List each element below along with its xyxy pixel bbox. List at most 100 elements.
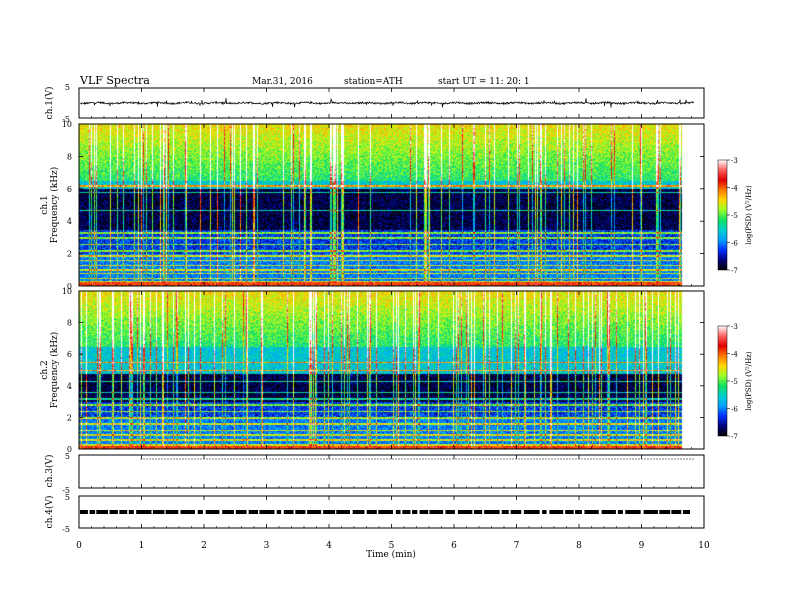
colorbar-1: -3 -4 -5 -6 -7 log(PSD) (V²/Hz) [717,157,753,275]
ch4-segment [152,510,165,514]
ch4-segment [323,510,336,514]
ch4-segment [549,510,564,514]
figure-title: VLF Spectra [79,74,150,87]
time-tick-label: 0 [76,541,82,551]
ch4-segment [565,510,574,514]
colorbar-2: -3 -4 -5 -6 -7 log(PSD) (V²/Hz) [717,323,753,441]
ch4-segment [473,510,483,514]
ch2-spectrogram-image [79,291,694,449]
ch1-spectrogram-channel-label: ch.1 [40,195,50,214]
ch4-segment [307,510,322,514]
ch4-segment [484,510,500,514]
ch4-segment [510,510,522,514]
ch1-ylabel: ch.1(V) [44,87,55,120]
ch4-segment [96,510,109,514]
ch3-ytick-bottom: -5 [62,486,70,495]
time-tick-label: 3 [264,541,270,551]
ch4-segment [119,510,128,514]
ch1-panel: 5 -5 ch.1(V) [44,83,705,124]
ch4-segment [429,510,444,514]
colorbar-tick-label: -7 [731,433,738,441]
ch4-trace [80,510,690,514]
ch1-waveform [79,97,695,108]
colorbar-1-gradient [717,159,728,271]
ch4-segment [109,510,118,514]
ch3-frame [78,454,705,489]
colorbar-tick-label: -3 [731,157,738,165]
ch4-segment [659,510,671,514]
colorbar-2-label: log(PSD) (V²/Hz) [745,351,753,410]
time-tick-label: 9 [639,541,645,551]
colorbar-tick-label: -6 [731,240,738,248]
time-tick-label: 7 [514,541,520,551]
ch2-frequency-axis-label: Frequency (kHz) [49,332,60,409]
ch1-spectrogram-panel: 0 2 4 6 8 10 ch.1 Frequency (kHz) [40,120,705,291]
freq-tick-label: 0 [67,445,72,454]
ch4-segment [180,510,195,514]
ch4-segment [89,510,96,514]
ch4-segment [523,510,540,514]
ch4-segment [197,510,203,514]
station-label: station=ATH [344,77,403,87]
ch4-ytick-top: 5 [65,493,70,502]
ch1-ytick-bottom: -5 [62,115,70,124]
ch4-segment [575,510,582,514]
ch4-segment [445,510,455,514]
time-tick-label: 6 [451,541,457,551]
ch4-segment [165,510,179,514]
time-tick-label: 4 [326,541,332,551]
freq-tick-label: 8 [67,152,72,161]
ch4-segment [412,510,418,514]
ch1-frequency-axis-label: Frequency (kHz) [49,167,60,244]
ch4-segment [617,510,623,514]
ch4-segment [80,510,88,514]
freq-tick-label: 6 [67,185,72,194]
ch4-segment [352,510,365,514]
ch1-spectrogram-image [79,124,694,286]
freq-tick-label: 10 [62,120,72,129]
ch2-spectrogram-panel: 0 2 4 6 8 10 ch.2 Frequency (kHz) [40,287,705,454]
ch4-segment [336,510,350,514]
ch4-segment [682,510,690,514]
ch4-segment [419,510,429,514]
time-tick-label: 5 [389,541,395,551]
time-tick-label: 10 [698,541,710,551]
ch4-segment [671,510,682,514]
ch4-segment [276,510,282,514]
colorbar-tick-label: -5 [731,378,738,386]
ch4-segment [542,510,547,514]
freq-tick-label: 2 [67,250,72,259]
ch1-ytick-top: 5 [65,83,70,92]
ch4-segment [295,510,306,514]
ch4-segment [136,510,152,514]
ch3-ylabel: ch.3(V) [44,455,55,488]
ch4-segment [643,510,658,514]
ch4-segment [395,510,401,514]
time-axis-tick-labels: 0 1 2 3 4 5 6 7 8 9 10 [76,541,710,551]
colorbar-tick-label: -3 [731,323,738,331]
freq-tick-label: 10 [62,287,72,296]
colorbar-tick-label: -4 [731,185,738,193]
colorbar-tick-label: -5 [731,212,738,220]
freq-tick-label: 0 [67,282,72,291]
ch4-segment [366,510,377,514]
freq-tick-label: 8 [67,319,72,328]
colorbar-tick-label: -6 [731,406,738,414]
ch4-segment [584,510,599,514]
freq-tick-label: 2 [67,413,72,422]
ch3-ytick-top: 5 [65,452,70,461]
start-time-label: start UT = 11: 20: 1 [438,77,530,87]
ch4-segment [248,510,259,514]
ch4-segment [601,510,616,514]
time-gridticks [78,88,705,528]
colorbar-1-ticks: -3 -4 -5 -6 -7 [727,157,738,275]
ch4-panel: 5 -5 ch.4(V) [44,493,705,534]
freq-tick-label: 4 [67,217,72,226]
ch4-segment [402,510,411,514]
time-tick-label: 2 [201,541,207,551]
colorbar-2-gradient [717,325,728,437]
colorbar-2-ticks: -3 -4 -5 -6 -7 [727,323,738,441]
colorbar-1-label: log(PSD) (V²/Hz) [745,185,753,244]
ch1-freq-ticks: 0 2 4 6 8 10 [62,120,704,291]
colorbar-tick-label: -7 [731,267,738,275]
